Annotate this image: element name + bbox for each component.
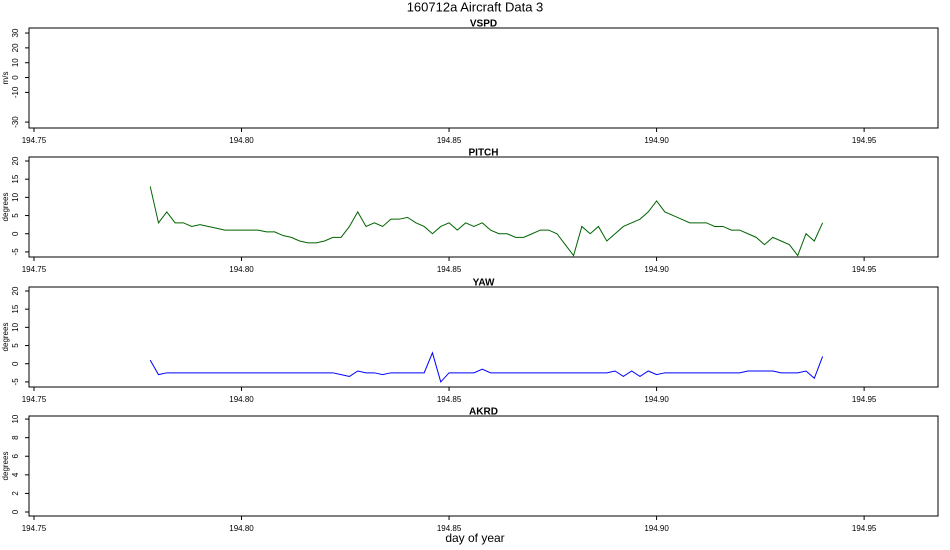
x-tick-label: 194.75 — [22, 524, 47, 533]
x-tick-label: 194.95 — [852, 265, 877, 274]
x-tick-label: 194.90 — [644, 395, 669, 404]
y-tick-label: 10 — [11, 322, 20, 331]
y-tick-label: 20 — [11, 156, 20, 165]
y-axis-label: degrees — [1, 193, 10, 222]
chart-title: 160712a Aircraft Data 3 — [407, 0, 544, 14]
x-tick-label: 194.90 — [644, 136, 669, 145]
x-tick-label: 194.90 — [644, 524, 669, 533]
x-tick-label: 194.85 — [437, 136, 462, 145]
x-tick-label: 194.90 — [644, 265, 669, 274]
y-tick-label: 0 — [11, 361, 20, 366]
y-tick-label: 10 — [11, 414, 20, 423]
x-tick-label: 194.75 — [22, 136, 47, 145]
plot-frame — [28, 156, 939, 258]
x-tick-label: 194.85 — [437, 524, 462, 533]
y-tick-label: 5 — [11, 343, 20, 348]
y-tick-label: 8 — [11, 435, 20, 440]
y-tick-label: 30 — [11, 28, 20, 37]
y-tick-label: 20 — [11, 286, 20, 295]
y-tick-label: 20 — [11, 43, 20, 52]
x-tick-label: 194.80 — [229, 524, 254, 533]
plot-frame — [28, 27, 939, 129]
panel-title: AKRD — [469, 407, 498, 418]
plot-frame — [28, 286, 939, 388]
y-tick-label: 5 — [11, 213, 20, 218]
y-tick-label: -30 — [11, 116, 20, 128]
y-tick-label: 10 — [11, 58, 20, 67]
y-tick-label: 15 — [11, 304, 20, 313]
panel-title: PITCH — [469, 148, 499, 159]
data-line — [149, 351, 824, 383]
x-tick-label: 194.75 — [22, 265, 47, 274]
data-line — [149, 186, 824, 257]
x-tick-label: 194.80 — [229, 265, 254, 274]
x-tick-label: 194.80 — [229, 395, 254, 404]
x-tick-label: 194.80 — [229, 136, 254, 145]
y-tick-label: 0 — [11, 75, 20, 80]
y-axis-label: degrees — [1, 452, 10, 481]
y-tick-label: 4 — [11, 472, 20, 477]
panel-title: YAW — [473, 278, 495, 289]
plot-frame — [28, 415, 939, 517]
y-tick-label: 10 — [11, 192, 20, 201]
x-tick-label: 194.75 — [22, 395, 47, 404]
y-tick-label: 15 — [11, 174, 20, 183]
y-tick-label: 2 — [11, 491, 20, 496]
y-tick-label: -5 — [11, 378, 20, 386]
y-axis-label: degrees — [1, 323, 10, 352]
panel-title: VSPD — [470, 19, 497, 30]
y-tick-label: 0 — [11, 231, 20, 236]
y-tick-label: -10 — [11, 86, 20, 98]
y-tick-label: -5 — [11, 248, 20, 256]
x-tick-label: 194.85 — [437, 395, 462, 404]
x-tick-label: 194.85 — [437, 265, 462, 274]
x-axis-label: day of year — [445, 531, 504, 545]
y-axis-label: m/s — [1, 72, 10, 85]
x-tick-label: 194.95 — [852, 136, 877, 145]
x-tick-label: 194.95 — [852, 524, 877, 533]
y-tick-label: 0 — [11, 509, 20, 514]
y-tick-label: 6 — [11, 453, 20, 458]
x-tick-label: 194.95 — [852, 395, 877, 404]
